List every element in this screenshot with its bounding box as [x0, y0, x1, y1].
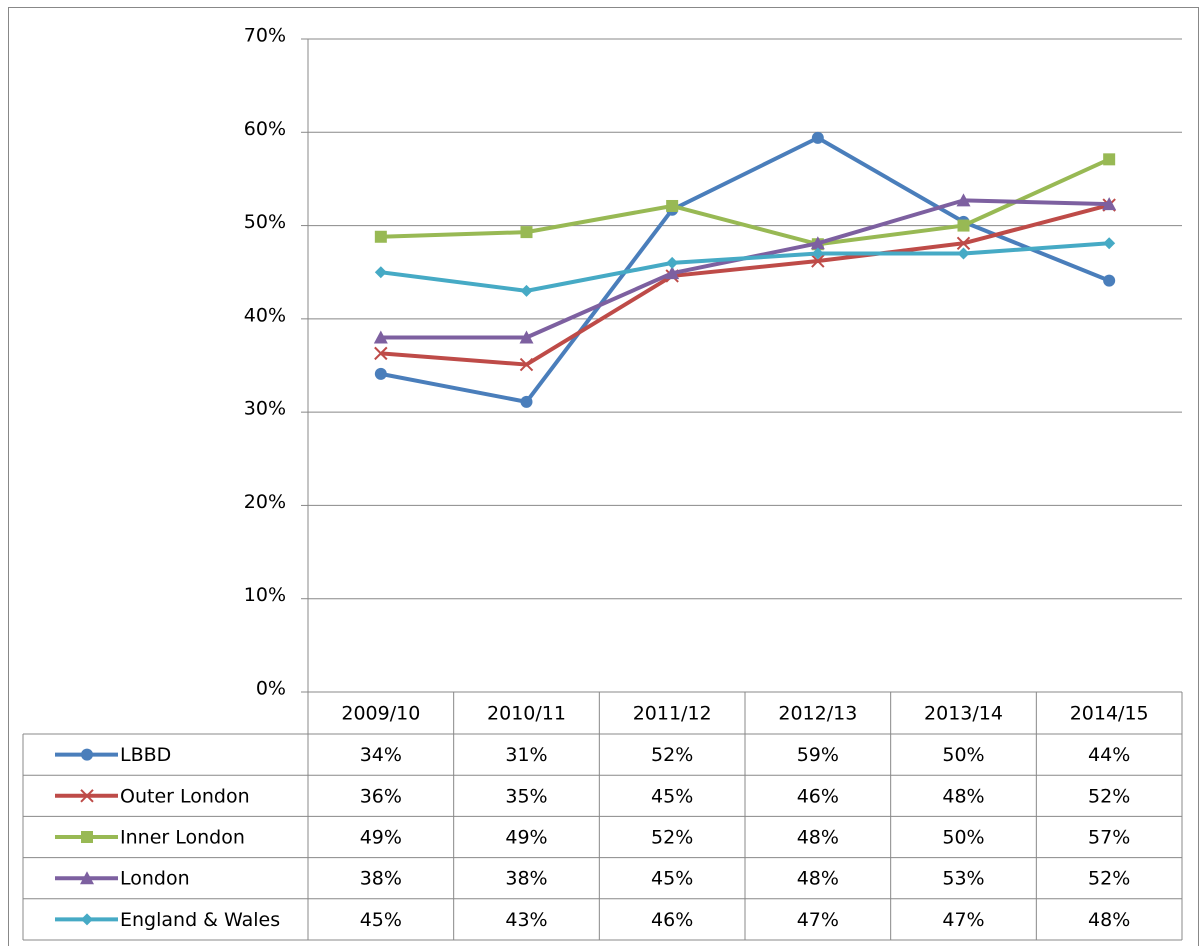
marker: [665, 266, 680, 280]
marker: [666, 199, 679, 212]
table-value: 45%: [651, 868, 693, 890]
y-tick-label: 50%: [244, 211, 286, 233]
table-value: 36%: [360, 785, 402, 807]
table-value: 52%: [1088, 868, 1130, 890]
marker: [373, 330, 388, 344]
marker: [374, 346, 388, 361]
legend-label: Inner London: [120, 827, 245, 849]
table-value: 44%: [1088, 744, 1130, 766]
y-tick-label: 20%: [244, 491, 286, 513]
series-line: [380, 135, 1110, 404]
x-tick-label: 2010/11: [487, 703, 566, 725]
y-tick-label: 70%: [244, 25, 286, 47]
marker: [374, 266, 387, 279]
legend-label: Outer London: [120, 785, 250, 807]
marker: [1103, 237, 1116, 250]
marker: [374, 230, 387, 243]
y-tick-label: 60%: [244, 118, 286, 140]
marker: [1103, 274, 1116, 287]
table-value: 38%: [360, 868, 402, 890]
marker: [81, 748, 93, 761]
legend-label: England & Wales: [120, 909, 280, 931]
legend-label: LBBD: [120, 744, 171, 766]
table-value: 52%: [651, 744, 693, 766]
series-line: [380, 203, 1110, 367]
marker: [957, 247, 970, 260]
table-value: 46%: [651, 909, 693, 931]
marker: [956, 236, 971, 251]
table-value: 47%: [797, 909, 839, 931]
table-value: 50%: [942, 744, 984, 766]
y-tick-label: 10%: [244, 584, 286, 606]
table-value: 53%: [942, 868, 984, 890]
table-value: 48%: [797, 827, 839, 849]
marker: [519, 357, 534, 372]
table-value: 45%: [651, 785, 693, 807]
marker: [81, 831, 93, 843]
marker: [81, 913, 93, 926]
marker: [1102, 197, 1117, 211]
table-value: 38%: [505, 868, 547, 890]
marker: [811, 131, 824, 144]
table-value: 34%: [360, 744, 402, 766]
marker: [810, 236, 825, 250]
table-value: 48%: [942, 785, 984, 807]
x-tick-label: 2013/14: [924, 703, 1003, 725]
marker: [520, 226, 533, 239]
x-tick-label: 2012/13: [778, 703, 857, 725]
marker: [374, 367, 387, 380]
table-value: 50%: [942, 827, 984, 849]
marker: [811, 254, 825, 268]
legend-label: London: [120, 868, 190, 890]
marker: [520, 284, 533, 297]
chart-frame: [8, 7, 1199, 946]
table-value: 59%: [797, 744, 839, 766]
table-value: 52%: [1088, 785, 1130, 807]
x-tick-label: 2009/10: [341, 703, 420, 725]
series-line: [380, 157, 1110, 247]
y-tick-label: 0%: [256, 678, 286, 700]
table-value: 31%: [505, 744, 547, 766]
y-tick-label: 30%: [244, 398, 286, 420]
table-value: 35%: [505, 785, 547, 807]
table-value: 57%: [1088, 827, 1130, 849]
marker: [80, 789, 94, 803]
x-tick-label: 2014/15: [1070, 703, 1149, 725]
table-value: 45%: [360, 909, 402, 931]
marker: [80, 871, 94, 885]
marker: [811, 247, 824, 260]
table-value: 48%: [797, 868, 839, 890]
series-line: [380, 241, 1110, 293]
marker: [519, 330, 534, 344]
table-value: 52%: [651, 827, 693, 849]
marker: [666, 256, 679, 269]
table-value: 47%: [942, 909, 984, 931]
marker: [520, 395, 533, 408]
table-value: 46%: [797, 785, 839, 807]
table-value: 49%: [360, 827, 402, 849]
marker: [956, 193, 971, 207]
x-tick-label: 2011/12: [633, 703, 712, 725]
marker: [957, 219, 970, 232]
marker: [1103, 153, 1116, 166]
table-value: 43%: [505, 909, 547, 931]
table-value: 48%: [1088, 909, 1130, 931]
table-value: 49%: [505, 827, 547, 849]
y-tick-label: 40%: [244, 304, 286, 326]
